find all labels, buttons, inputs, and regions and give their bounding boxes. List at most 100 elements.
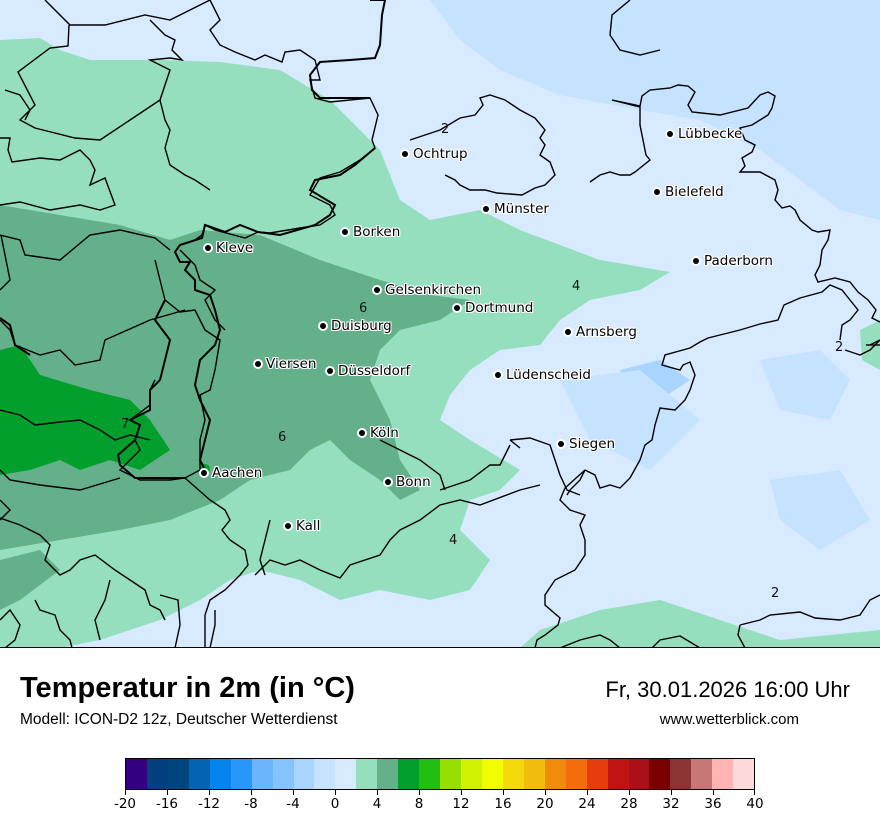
colorbar-tick-label: 0	[330, 796, 340, 812]
colorbar-segment	[544, 759, 566, 789]
colorbar-segment	[461, 759, 482, 789]
city-marker: Bonn	[385, 474, 431, 490]
city-dot-icon	[483, 206, 489, 212]
temperature-field	[0, 0, 880, 647]
colorbar-ticks: -20 -16 -12 -8 -4 0 4 8 12 16 20 24 28 32 36 40	[114, 790, 764, 820]
colorbar-tick	[125, 790, 126, 795]
city-label: Paderborn	[704, 253, 773, 269]
city-dot-icon	[565, 329, 571, 335]
contour-label: 2	[835, 340, 844, 355]
colorbar-tick	[377, 790, 378, 795]
city-label: Gelsenkirchen	[385, 282, 482, 298]
contour-label: 2	[771, 586, 780, 601]
colorbar-tick-label: 8	[414, 796, 424, 812]
temperature-colorbar	[125, 758, 755, 790]
colorbar-tick	[503, 790, 504, 795]
colorbar-tick	[671, 790, 672, 795]
city-marker: Siegen	[558, 436, 615, 452]
colorbar-tick	[209, 790, 210, 795]
colorbar-tick	[293, 790, 294, 795]
colorbar-segment	[398, 759, 420, 789]
city-label: Dortmund	[465, 300, 534, 316]
contour-label: 2	[441, 122, 450, 137]
colorbar-segment	[377, 759, 399, 789]
colorbar-segment	[188, 759, 210, 789]
city-label: Lübbecke	[678, 126, 743, 142]
city-marker: Arnsberg	[565, 324, 637, 340]
city-dot-icon	[201, 470, 207, 476]
city-label: Siegen	[569, 436, 616, 452]
contour-label: 6	[278, 430, 287, 445]
city-marker: Paderborn	[693, 253, 773, 269]
colorbar-segment	[230, 759, 252, 789]
city-label: Münster	[494, 201, 549, 217]
colorbar-tick-label: 16	[494, 796, 512, 812]
colorbar-tick-label: 4	[372, 796, 382, 812]
colorbar-tick	[587, 790, 588, 795]
colorbar-segment	[419, 759, 441, 789]
colorbar-segment	[272, 759, 294, 789]
city-marker: Lüdenscheid	[495, 367, 591, 383]
colorbar-tick	[629, 790, 630, 795]
city-label: Kall	[296, 518, 321, 534]
city-marker: Duisburg	[320, 318, 392, 334]
colorbar-segment	[502, 759, 524, 789]
colorbar-segment	[712, 759, 734, 789]
colorbar-tick-label: 24	[578, 796, 596, 812]
colorbar-segment	[670, 759, 692, 789]
city-marker: Bielefeld	[654, 184, 724, 200]
city-dot-icon	[402, 151, 408, 157]
city-label: Bielefeld	[665, 184, 724, 200]
city-marker: Köln	[359, 425, 399, 441]
colorbar-segment	[523, 759, 545, 789]
website-link[interactable]: www.wetterblick.com	[659, 711, 799, 728]
city-dot-icon	[285, 523, 291, 529]
colorbar-segment	[126, 759, 147, 789]
city-label: Lüdenscheid	[506, 367, 591, 383]
colorbar-segment	[481, 759, 503, 789]
temperature-map[interactable]: Lübbecke Ochtrup Bielefeld Münster Borken Kle…	[0, 0, 880, 648]
city-marker: Lübbecke	[667, 126, 742, 142]
city-dot-icon	[385, 479, 391, 485]
colorbar-segment	[356, 759, 378, 789]
colorbar-tick	[713, 790, 714, 795]
map-title: Temperatur in 2m (in °C)	[20, 672, 355, 704]
city-label: Arnsberg	[576, 324, 637, 340]
city-dot-icon	[654, 189, 660, 195]
city-label: Kleve	[216, 240, 254, 256]
city-dot-icon	[320, 323, 326, 329]
colorbar-tick	[754, 790, 755, 795]
city-dot-icon	[327, 368, 333, 374]
colorbar-segment	[146, 759, 168, 789]
city-marker: Kleve	[205, 240, 253, 256]
colorbar-tick-label: 40	[746, 796, 764, 812]
colorbar-tick	[419, 790, 420, 795]
city-dot-icon	[255, 361, 261, 367]
city-dot-icon	[374, 287, 380, 293]
city-label: Ochtrup	[413, 146, 468, 162]
forecast-datetime: Fr, 30.01.2026 16:00 Uhr	[605, 677, 850, 702]
colorbar-tick-label: 28	[620, 796, 638, 812]
city-label: Köln	[370, 425, 399, 441]
city-dot-icon	[205, 245, 211, 251]
city-label: Viersen	[266, 356, 317, 372]
colorbar-segment	[691, 759, 713, 789]
colorbar-tick-label: -4	[286, 796, 300, 812]
colorbar-segment	[586, 759, 608, 789]
city-marker: Borken	[342, 224, 400, 240]
city-marker: Münster	[483, 201, 549, 217]
colorbar-segment	[251, 759, 273, 789]
city-dot-icon	[342, 229, 348, 235]
colorbar-tick-label: -20	[113, 796, 137, 812]
colorbar-tick-label: 12	[452, 796, 470, 812]
model-source: Modell: ICON-D2 12z, Deutscher Wetterdie…	[20, 711, 338, 728]
colorbar-segment	[293, 759, 315, 789]
city-dot-icon	[359, 430, 365, 436]
colorbar-tick-label: 20	[536, 796, 554, 812]
city-marker: Viersen	[255, 356, 316, 372]
city-label: Borken	[353, 224, 401, 240]
city-marker: Ochtrup	[402, 146, 468, 162]
city-marker: Kall	[285, 518, 320, 534]
colorbar-segment	[209, 759, 231, 789]
colorbar-tick-label: 36	[704, 796, 722, 812]
